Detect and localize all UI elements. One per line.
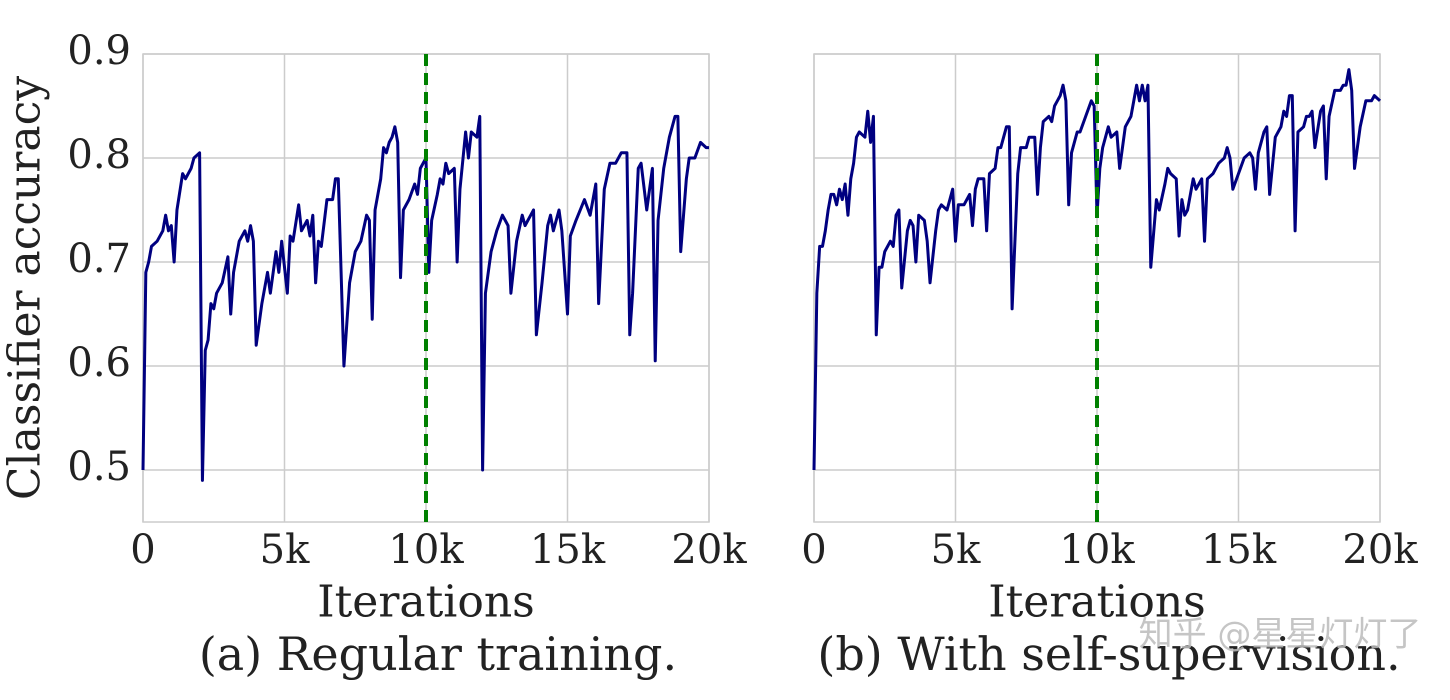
watermark: 知乎 @星星灯灯了 <box>1139 615 1422 655</box>
y-tick-label: 0.7 <box>67 236 131 282</box>
x-tick-label: 15k <box>1201 527 1277 573</box>
x-tick-label: 0 <box>801 527 826 573</box>
x-tick-label: 10k <box>1059 527 1135 573</box>
line <box>812 68 1382 471</box>
x-tick-label: 20k <box>671 527 747 573</box>
x-axis-label: Iterations <box>317 577 535 628</box>
y-tick-label: 0.9 <box>67 28 131 74</box>
y-axis-label: Classifier accuracy <box>0 76 51 500</box>
x-tick-label: 0 <box>130 527 155 573</box>
x-axis-label: Iterations <box>988 577 1206 628</box>
y-tick-label: 0.8 <box>67 132 131 178</box>
caption: (a) Regular training. <box>199 627 677 681</box>
x-tick-label: 20k <box>1342 527 1418 573</box>
x-tick-label: 5k <box>260 527 310 573</box>
x-tick-label: 10k <box>388 527 464 573</box>
caption: (b) With self-supervision. <box>817 627 1400 681</box>
line <box>141 114 709 482</box>
x-tick-label: 5k <box>931 527 981 573</box>
y-tick-label: 0.5 <box>67 444 131 490</box>
y-tick-label: 0.6 <box>67 340 131 386</box>
x-tick-label: 15k <box>530 527 606 573</box>
